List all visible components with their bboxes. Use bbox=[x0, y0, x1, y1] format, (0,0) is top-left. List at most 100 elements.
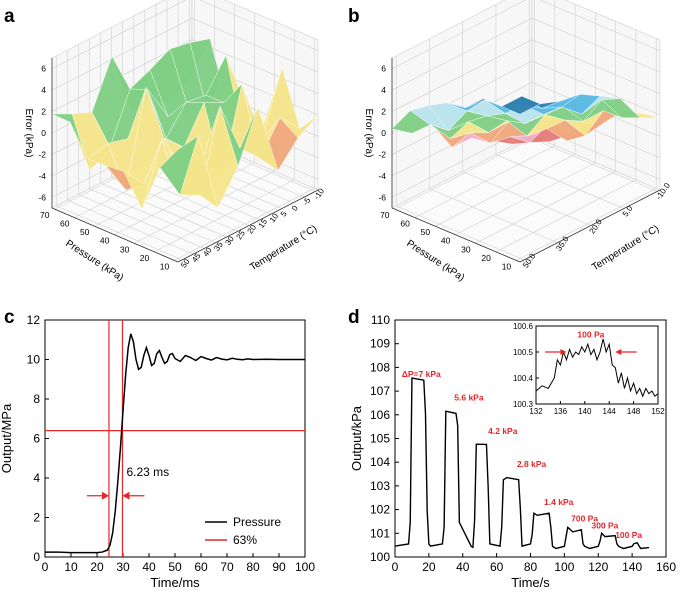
pressure-tick-label: 70 bbox=[380, 210, 390, 220]
pressure-gridline bbox=[154, 29, 295, 253]
temperature-gridline bbox=[55, 55, 183, 261]
pressure-axis-label: Pressure (kPa) bbox=[404, 238, 466, 284]
step-label: 5.6 kPa bbox=[454, 393, 484, 403]
temperature-axis-label: Temperature (°C) bbox=[590, 223, 661, 273]
pressure-tick-label: 10 bbox=[160, 261, 170, 271]
z-gridline bbox=[51, 0, 319, 69]
x-tick-label: 120 bbox=[588, 560, 608, 574]
pressure-axis bbox=[391, 207, 521, 263]
x-tick-label: 60 bbox=[194, 560, 208, 574]
pressure-gridline bbox=[114, 12, 255, 235]
x-tick-label: 20 bbox=[90, 560, 104, 574]
pressure-tick-label: 50 bbox=[421, 227, 431, 237]
legend-63-label: 63% bbox=[233, 533, 257, 547]
temperature-gridline bbox=[462, 21, 591, 226]
inset-arrowhead-right bbox=[615, 349, 622, 355]
panel-label-b: b bbox=[348, 6, 360, 27]
inset-x-tick-label: 140 bbox=[578, 407, 592, 416]
x-tick-label: 60 bbox=[490, 560, 504, 574]
x-tick-label: 40 bbox=[142, 560, 156, 574]
pressure-tick-label: 70 bbox=[40, 210, 50, 220]
z-gridline bbox=[391, 0, 661, 69]
annotation-arrowhead-left bbox=[101, 491, 109, 500]
inset-x-tick-label: 136 bbox=[554, 407, 568, 416]
x-tick-label: 0 bbox=[392, 560, 399, 574]
temperature-axis bbox=[177, 189, 319, 263]
legend-pressure-label: Pressure bbox=[233, 515, 281, 529]
x-tick-label: 140 bbox=[622, 560, 642, 574]
z-gridline bbox=[391, 17, 661, 91]
pressure-tick-label: 60 bbox=[60, 219, 70, 229]
pressure-gridline bbox=[134, 21, 275, 244]
temperature-gridline bbox=[66, 50, 194, 255]
z-tick-label: -4 bbox=[38, 171, 46, 181]
z-gridline bbox=[391, 39, 661, 112]
temperature-tick-label: 5 bbox=[279, 209, 289, 218]
z-tick-label: -6 bbox=[38, 192, 46, 202]
y-tick-label: 6 bbox=[33, 432, 40, 446]
x-tick-label: 100 bbox=[295, 560, 315, 574]
inset-x-tick-label: 144 bbox=[603, 407, 617, 416]
step-label: 1.4 kPa bbox=[544, 497, 574, 507]
y-tick-label: 2 bbox=[33, 511, 40, 525]
y-tick-label: 103 bbox=[370, 479, 390, 493]
x-tick-label: 0 bbox=[42, 560, 49, 574]
z-tick-label: 4 bbox=[41, 85, 46, 95]
pressure-gridline bbox=[414, 0, 556, 218]
pressure-series-line bbox=[45, 333, 305, 554]
inset-x-tick-label: 148 bbox=[627, 407, 641, 416]
step-response-chart: 0 10 20 30 40 50 60 70 80 90 100 0 2 4 6 8 10 12 Time/ms Ou… bbox=[0, 313, 315, 590]
y-tick-label: 108 bbox=[370, 360, 390, 374]
panel-label-a: a bbox=[4, 6, 15, 27]
y-tick-label: 104 bbox=[370, 455, 390, 469]
temperature-gridline bbox=[429, 38, 558, 244]
y-tick-label: 10 bbox=[27, 353, 41, 367]
temperature-gridline bbox=[395, 55, 525, 261]
z-tick-label: -4 bbox=[378, 171, 386, 181]
y-axis-label: Output/MPa bbox=[0, 403, 14, 473]
pressure-gridline bbox=[455, 12, 596, 235]
z-tick-label: 0 bbox=[41, 128, 46, 138]
z-tick-label: 6 bbox=[381, 64, 386, 74]
z-tick-label: -2 bbox=[378, 149, 386, 159]
pressure-gridline bbox=[434, 4, 576, 227]
pressure-gridline bbox=[495, 29, 637, 253]
z-tick-label: -6 bbox=[378, 192, 386, 202]
x-axis-label: Time/ms bbox=[150, 575, 200, 590]
pressure-tick-label: 20 bbox=[481, 253, 491, 263]
panel-label-d: d bbox=[348, 307, 360, 328]
inset-y-tick-label: 100.4 bbox=[513, 374, 534, 383]
step-label: 100 Pa bbox=[615, 530, 642, 540]
step-label: 300 Pa bbox=[591, 521, 618, 531]
y-tick-label: 105 bbox=[370, 432, 390, 446]
output-series-line bbox=[394, 377, 650, 550]
inset-series-line bbox=[535, 338, 659, 398]
inset-x-tick-label: 152 bbox=[651, 407, 665, 416]
y-tick-label: 8 bbox=[33, 392, 40, 406]
inset-y-tick-label: 100.3 bbox=[513, 400, 534, 409]
inset-arrowhead-left bbox=[560, 349, 567, 355]
y-tick-label: 100 bbox=[370, 550, 390, 564]
step-pressure-chart: 0 20 40 60 80 100 120 140 160 100 101 102 103 104 105 1… bbox=[349, 313, 676, 590]
inset-y-tick-label: 100.6 bbox=[513, 322, 534, 331]
panel-label-c: c bbox=[4, 307, 15, 328]
z-tick-label: 0 bbox=[381, 128, 386, 138]
y-tick-label: 109 bbox=[370, 337, 390, 351]
z-gridline bbox=[51, 17, 319, 91]
pressure-gridline bbox=[475, 21, 616, 244]
z-tick-label: 6 bbox=[41, 64, 46, 74]
temperature-gridline bbox=[100, 33, 227, 238]
z-gridline bbox=[51, 39, 319, 112]
y-tick-label: 101 bbox=[370, 526, 390, 540]
temperature-gridline bbox=[78, 44, 205, 249]
step-label: 4.2 kPa bbox=[488, 426, 518, 436]
pressure-tick-label: 60 bbox=[400, 219, 410, 229]
step-label: 700 Pa bbox=[571, 513, 598, 523]
x-tick-label: 50 bbox=[168, 560, 182, 574]
x-tick-label: 70 bbox=[220, 560, 234, 574]
temperature-axis bbox=[519, 189, 661, 263]
surface-facet bbox=[159, 135, 199, 196]
y-tick-label: 4 bbox=[33, 471, 40, 485]
